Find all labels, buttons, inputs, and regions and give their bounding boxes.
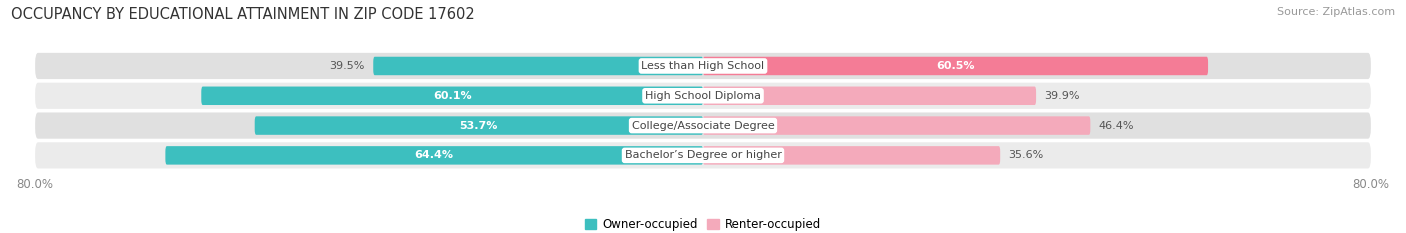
Text: 35.6%: 35.6% bbox=[1008, 150, 1043, 160]
FancyBboxPatch shape bbox=[703, 57, 1208, 75]
Text: Source: ZipAtlas.com: Source: ZipAtlas.com bbox=[1277, 7, 1395, 17]
FancyBboxPatch shape bbox=[166, 146, 703, 165]
Text: Bachelor’s Degree or higher: Bachelor’s Degree or higher bbox=[624, 150, 782, 160]
Text: OCCUPANCY BY EDUCATIONAL ATTAINMENT IN ZIP CODE 17602: OCCUPANCY BY EDUCATIONAL ATTAINMENT IN Z… bbox=[11, 7, 475, 22]
FancyBboxPatch shape bbox=[373, 57, 703, 75]
Text: 46.4%: 46.4% bbox=[1098, 120, 1135, 130]
Legend: Owner-occupied, Renter-occupied: Owner-occupied, Renter-occupied bbox=[579, 213, 827, 233]
Text: Less than High School: Less than High School bbox=[641, 61, 765, 71]
Text: 64.4%: 64.4% bbox=[415, 150, 454, 160]
Text: 53.7%: 53.7% bbox=[460, 120, 498, 130]
Text: 60.5%: 60.5% bbox=[936, 61, 974, 71]
FancyBboxPatch shape bbox=[35, 83, 1371, 109]
FancyBboxPatch shape bbox=[703, 146, 1000, 165]
Text: High School Diploma: High School Diploma bbox=[645, 91, 761, 101]
FancyBboxPatch shape bbox=[35, 53, 1371, 79]
Text: College/Associate Degree: College/Associate Degree bbox=[631, 120, 775, 130]
Text: 39.9%: 39.9% bbox=[1045, 91, 1080, 101]
FancyBboxPatch shape bbox=[703, 116, 1091, 135]
Text: 39.5%: 39.5% bbox=[329, 61, 366, 71]
Text: 60.1%: 60.1% bbox=[433, 91, 471, 101]
FancyBboxPatch shape bbox=[35, 142, 1371, 168]
FancyBboxPatch shape bbox=[703, 86, 1036, 105]
FancyBboxPatch shape bbox=[254, 116, 703, 135]
FancyBboxPatch shape bbox=[201, 86, 703, 105]
FancyBboxPatch shape bbox=[35, 113, 1371, 139]
